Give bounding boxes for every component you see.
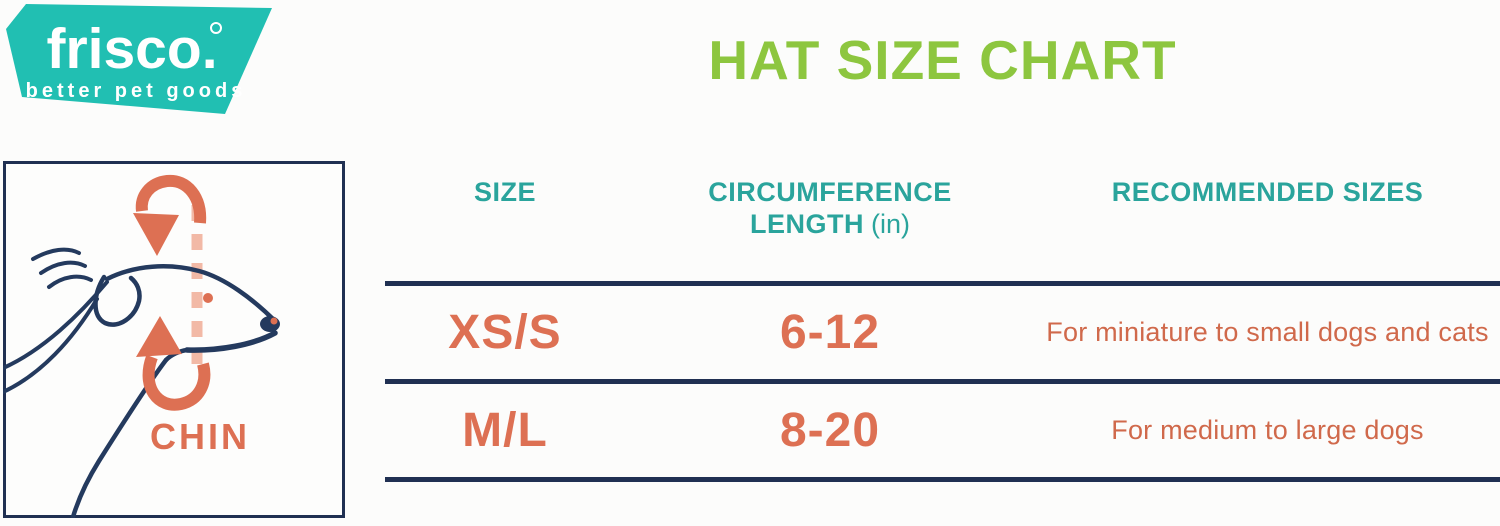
dog-nose-highlight	[270, 317, 278, 325]
dog-nose	[260, 316, 280, 332]
row2-circumference-value: 8-20	[779, 404, 881, 457]
header-circumference-line1: CIRCUMFERENCE	[708, 177, 952, 207]
logo-banner-shape	[6, 4, 272, 114]
brand-name: frisco.	[46, 17, 217, 81]
frisco-logo: frisco. better pet goods	[6, 4, 272, 114]
header-unit-label: (in)	[871, 209, 910, 239]
registered-mark-icon	[210, 22, 222, 34]
header-size: SIZE	[385, 168, 625, 208]
table-row: XS/S 6-12 For miniature to small dogs an…	[385, 286, 1500, 379]
row2-size-value: M/L	[462, 404, 548, 457]
measure-arrow-top-icon	[133, 174, 207, 256]
row2-recommended-value: For medium to large dogs	[1111, 415, 1424, 445]
row1-circumference-value: 6-12	[779, 306, 881, 359]
page-title: HAT SIZE CHART	[708, 29, 1177, 91]
size-table: SIZE CIRCUMFERENCE LENGTH (in) RECOMMENDE…	[385, 160, 1500, 526]
divider-line-top	[385, 281, 1500, 286]
header-size-label: SIZE	[473, 177, 536, 207]
chin-label: CHIN	[150, 416, 250, 457]
header-recommended: RECOMMENDED SIZES	[1035, 168, 1500, 208]
divider-line-middle	[385, 379, 1500, 384]
dog-eye	[203, 293, 213, 303]
row1-size-value: XS/S	[448, 306, 562, 359]
dog-ear	[93, 274, 142, 327]
dog-measurement-diagram: CHIN	[3, 161, 345, 518]
header-recommended-label: RECOMMENDED SIZES	[1111, 177, 1424, 207]
divider-line-bottom	[385, 477, 1500, 482]
table-header-row: SIZE CIRCUMFERENCE LENGTH (in) RECOMMENDE…	[385, 168, 1500, 254]
header-length-label: LENGTH	[750, 209, 864, 239]
row1-recommended-value: For miniature to small dogs and cats	[1046, 317, 1489, 347]
header-circumference-line2: LENGTH (in)	[625, 208, 1035, 240]
brand-tagline: better pet goods	[26, 80, 247, 102]
table-row: M/L 8-20 For medium to large dogs	[385, 384, 1500, 477]
measure-arrow-bottom-icon	[136, 316, 211, 411]
header-circumference: CIRCUMFERENCE LENGTH (in)	[625, 168, 1035, 240]
